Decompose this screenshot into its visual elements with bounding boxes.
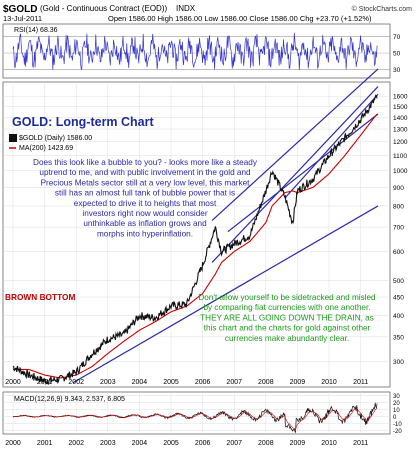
ma-legend: MA(200) 1423.69 (19, 145, 73, 152)
year-tick-label: 2011 (353, 379, 368, 386)
ma200-line (13, 114, 378, 379)
exchange-label: INDX (176, 4, 196, 13)
date-label: 13-Jul-2011 (3, 14, 42, 23)
price-tick-label: 1300 (393, 127, 408, 134)
price-tick-label: 1600 (393, 94, 408, 101)
bubble-annotation: Does this look like a bubble to you? - l… (33, 158, 258, 238)
year-tick-label: 2008 (258, 379, 274, 386)
fiat-annotation: Don't allow yourself to be sidetracked a… (198, 293, 376, 343)
price-tick-label: 900 (393, 185, 404, 192)
macd-year-label: 2006 (195, 440, 211, 447)
macd-tick-label: 0 (393, 415, 397, 421)
contract-label: (Gold - Continuous Contract (EOD)) (40, 4, 167, 13)
price-tick-label: 600 (393, 249, 404, 256)
price-tick-label: 800 (393, 203, 404, 210)
brown-bottom-label: BROWN BOTTOM (5, 292, 75, 302)
price-tick-label: 1100 (393, 153, 407, 160)
gold-price-line (12, 94, 378, 386)
year-tick-label: 2002 (68, 379, 84, 386)
price-tick-label: 700 (393, 225, 404, 232)
macd-year-label: 2004 (132, 440, 148, 447)
trendline (284, 93, 379, 199)
rsi-panel: RSI(14) 68.36 30 50 70 (2, 23, 401, 79)
price-panel: 300 350 400 450 500 600 700 800 900 1000 1100 1200 1… (2, 68, 408, 388)
trendline (211, 68, 379, 221)
macd-year-label: 2011 (353, 440, 368, 447)
macd-label: MACD(12,26,9) 9.343, 2.537, 6.805 (14, 396, 125, 403)
rsi-tick-label: 50 (393, 51, 401, 58)
price-tick-label: 1500 (393, 104, 408, 111)
price-tick-label: 1200 (393, 139, 408, 146)
trendline (72, 205, 379, 384)
macd-frame (2, 391, 391, 435)
macd-year-axis: 2000 2001 2002 2003 2004 2005 2006 2007 2008 2009… (5, 440, 368, 447)
macd-tick-label: 30 (393, 394, 400, 400)
price-tick-label: 450 (393, 295, 404, 302)
ohlc-label: Open 1586.00 High 1586.00 Low 1586.00 Cl… (108, 14, 372, 23)
price-tick-label: 1000 (393, 168, 408, 175)
year-tick-label: 2007 (226, 379, 242, 386)
macd-year-label: 2002 (68, 440, 84, 447)
year-tick-label: 2006 (195, 379, 211, 386)
rsi-axis: 30 50 70 (393, 34, 401, 74)
trendline (211, 86, 379, 263)
symbol-label: $GOLD (3, 4, 37, 15)
price-tick-label: 350 (393, 334, 404, 341)
price-tick-label: 1400 (393, 115, 408, 122)
price-tick-label: 300 (393, 359, 404, 366)
price-axis: 300 350 400 450 500 600 700 800 900 1000 1100 1200 1… (393, 94, 408, 366)
year-axis: 2000 2001 2002 2003 2004 2005 2006 2007 2008 2009… (5, 379, 368, 386)
chart-title: GOLD: Long-term Chart (12, 115, 154, 129)
trendline (227, 113, 379, 233)
year-tick-label: 2000 (5, 379, 21, 386)
price-grid (3, 82, 390, 387)
rsi-tick-label: 70 (393, 34, 401, 41)
rsi-label: RSI(14) 68.36 (14, 27, 58, 34)
macd-year-label: 2009 (290, 440, 306, 447)
macd-year-label: 2001 (37, 440, 53, 447)
rsi-line (12, 32, 378, 70)
macd-grid (3, 392, 390, 434)
macd-year-label: 2003 (100, 440, 116, 447)
year-tick-label: 2005 (163, 379, 179, 386)
year-tick-label: 2010 (321, 379, 337, 386)
price-frame (2, 81, 391, 388)
macd-tick-label: -20 (393, 429, 402, 435)
year-tick-label: 2009 (290, 379, 306, 386)
macd-year-label: 2005 (163, 440, 179, 447)
year-tick-label: 2001 (37, 379, 53, 386)
macd-tick-label: 20 (393, 401, 400, 407)
year-tick-label: 2003 (100, 379, 116, 386)
price-tick-label: 500 (393, 278, 404, 285)
macd-tick-label: 10 (393, 408, 400, 414)
price-tick-label: 400 (393, 313, 404, 320)
macd-panel: MACD(12,26,9) 9.343, 2.537, 6.805 -20-10… (2, 391, 402, 447)
macd-tick-label: -10 (393, 422, 402, 428)
macd-year-label: 2000 (5, 440, 21, 447)
macd-year-label: 2008 (258, 440, 274, 447)
gold-legend-swatch (9, 134, 17, 142)
year-tick-label: 2004 (132, 379, 148, 386)
macd-year-label: 2010 (321, 440, 337, 447)
rsi-tick-label: 30 (393, 67, 401, 74)
watermark: © StockCharts.com (352, 5, 413, 13)
macd-signal-line (13, 407, 378, 431)
trendlines (72, 68, 379, 384)
gold-legend: $GOLD (Daily) 1586.00 (19, 135, 92, 142)
macd-year-label: 2007 (226, 440, 242, 447)
